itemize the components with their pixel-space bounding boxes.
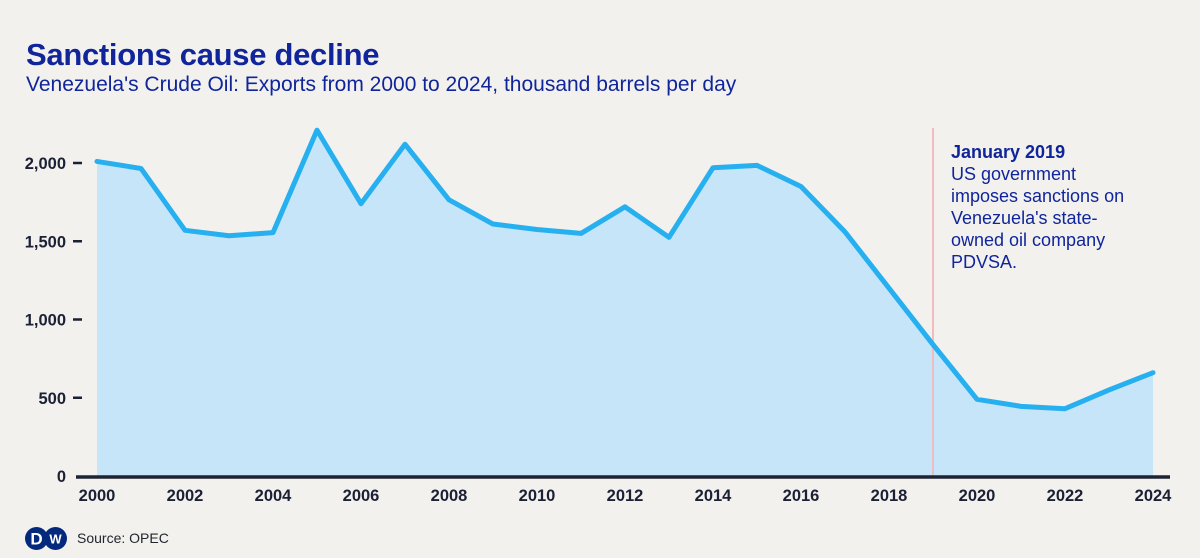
chart-footer: D W Source: OPEC — [25, 526, 169, 550]
x-tick-label: 2024 — [1135, 487, 1173, 505]
x-tick-label: 2000 — [79, 487, 116, 505]
event-annotation: January 2019 US government imposes sanct… — [951, 141, 1133, 273]
x-tick-label: 2020 — [959, 487, 996, 505]
page-title: Sanctions cause decline — [26, 36, 380, 72]
y-tick-label: 0 — [57, 468, 66, 486]
dw-logo-letter-w: W — [49, 531, 62, 546]
series-area-fill — [97, 130, 1153, 476]
dw-logo-icon: D W — [25, 526, 67, 550]
x-tick-label: 2018 — [871, 487, 908, 505]
x-tick-label: 2004 — [255, 487, 293, 505]
dw-logo-letter-d: D — [30, 529, 42, 548]
y-tick-label: 1,500 — [25, 233, 66, 251]
x-tick-label: 2014 — [695, 487, 733, 505]
y-tick-label: 2,000 — [25, 155, 66, 173]
x-tick-label: 2002 — [167, 487, 204, 505]
source-label: Source: OPEC — [77, 530, 169, 546]
x-tick-label: 2008 — [431, 487, 468, 505]
event-annotation-body: US government imposes sanctions on Venez… — [951, 164, 1125, 272]
chart-subtitle: Venezuela's Crude Oil: Exports from 2000… — [26, 73, 737, 96]
y-tick-label: 1,000 — [25, 312, 66, 330]
event-annotation-heading: January 2019 — [951, 142, 1066, 162]
y-tick-label: 500 — [38, 390, 66, 408]
dw-logo-circle-left — [25, 526, 48, 550]
dw-logo-circle-right — [44, 526, 67, 550]
series-line — [94, 127, 1156, 412]
x-tick-label: 2016 — [783, 487, 820, 505]
x-tick-label: 2012 — [607, 487, 644, 505]
x-tick-label: 2022 — [1047, 487, 1084, 505]
x-tick-label: 2006 — [343, 487, 380, 505]
x-tick-label: 2010 — [519, 487, 556, 505]
